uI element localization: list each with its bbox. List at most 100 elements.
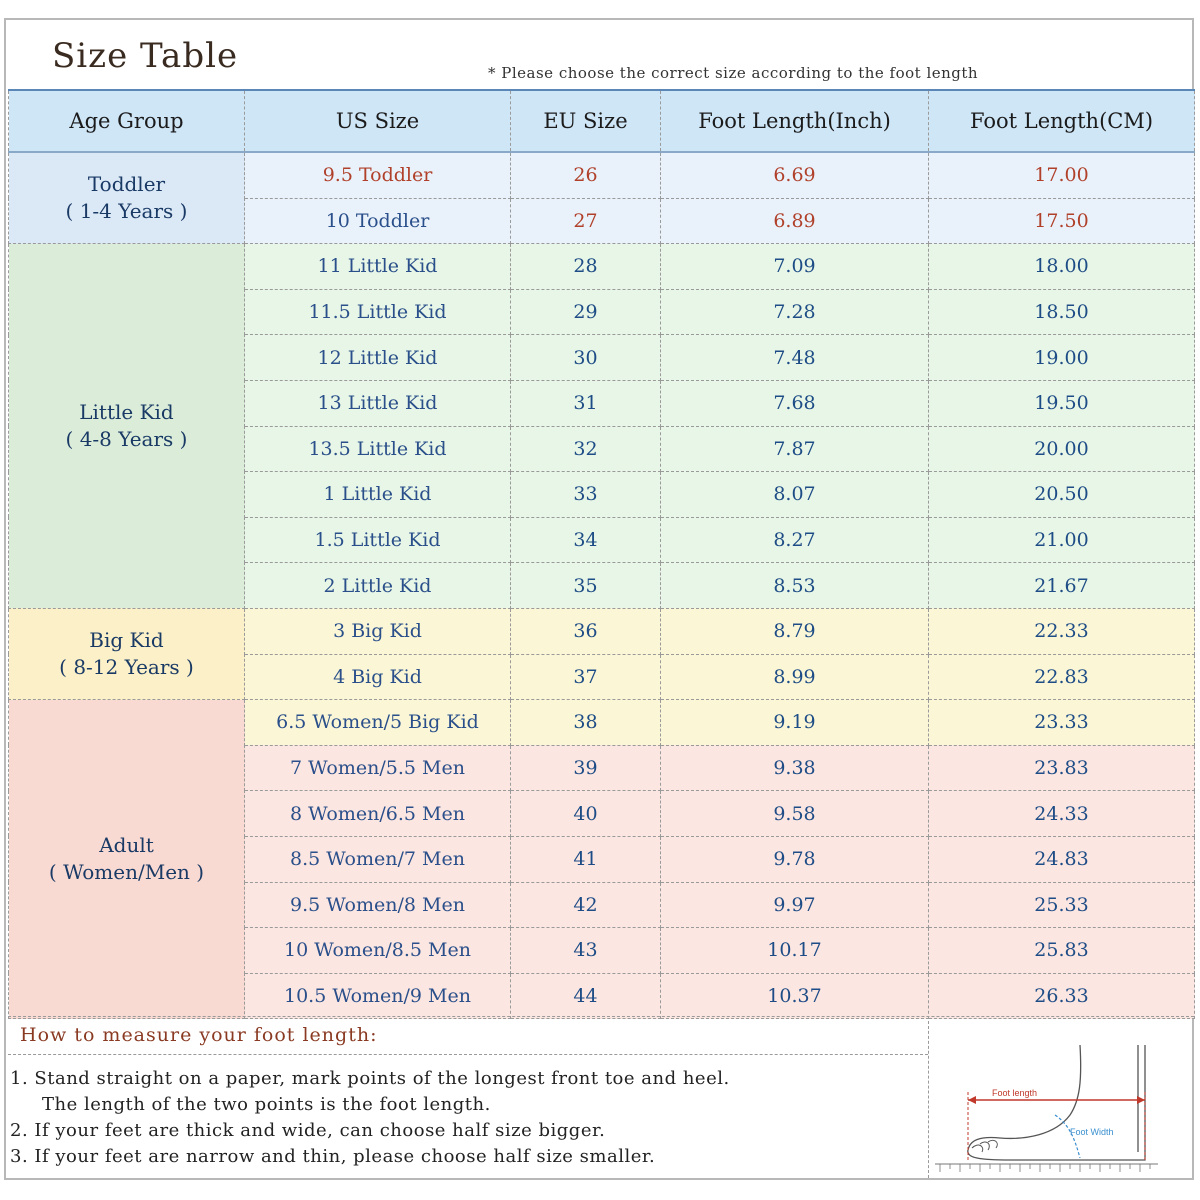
us-size-cell: 10.5 Women/9 Men [244,972,511,1020]
foot-cm-cell: 19.50 [928,379,1195,427]
header-us-size: US Size [244,89,511,153]
foot-cm-cell: 23.33 [928,699,1195,746]
eu-size-cell: 41 [510,835,661,883]
foot-inch-cell: 9.58 [660,790,929,837]
howto-title: How to measure your foot length: [20,1024,378,1046]
us-size-cell: 11.5 Little Kid [244,288,511,336]
table-row: Toddler ( 1-4 Years ) 9.5 Toddler 26 6.6… [8,151,1195,245]
foot-cm-cell: 22.33 [928,607,1195,655]
header-row: Age Group US Size EU Size Foot Length(In… [8,89,1195,153]
table-row: 2 Little Kid 35 8.53 21.67 [9,562,1195,609]
howto-divider-top [8,1016,1194,1017]
eu-size-cell: 27 [510,197,661,245]
eu-size-cell: 26 [510,151,661,199]
age-group-toddler: Toddler ( 1-4 Years ) [8,151,245,245]
us-size-cell: 13.5 Little Kid [244,425,511,473]
table-row: 13.5 Little Kid 32 7.87 20.00 [9,425,1195,473]
age-group-label: Adult [99,833,154,858]
foot-inch-cell: 7.68 [660,379,929,427]
foot-inch-cell: 9.19 [660,699,929,746]
table-row: 12 Little Kid 30 7.48 19.00 [9,334,1195,381]
age-group-big-kid: Big Kid ( 8-12 Years ) [8,607,245,701]
eu-size-cell: 43 [510,927,661,974]
table-row: 13 Little Kid 31 7.68 19.50 [9,379,1195,427]
age-group-label: Big Kid [89,628,164,653]
eu-size-cell: 34 [510,516,661,564]
howto-step: 2. If your feet are thick and wide, can … [10,1120,606,1141]
foot-cm-cell: 23.83 [928,744,1195,792]
eu-size-cell: 39 [510,744,661,792]
ruler-ticks [939,1164,1151,1172]
foot-inch-cell: 10.17 [660,927,929,974]
foot-cm-cell: 18.00 [928,243,1195,290]
table-row: 1.5 Little Kid 34 8.27 21.00 [9,516,1195,564]
table-row: Big Kid ( 8-12 Years ) 3 Big Kid 36 8.79… [8,607,1195,701]
howto-steps: 1. Stand straight on a paper, mark point… [10,1066,925,1170]
eu-size-cell: 37 [510,653,661,701]
us-size-cell: 2 Little Kid [244,562,511,609]
foot-cm-cell: 25.33 [928,881,1195,929]
foot-cm-cell: 20.00 [928,425,1195,473]
us-size-cell: 3 Big Kid [244,607,511,655]
foot-cm-cell: 22.83 [928,653,1195,701]
eu-size-cell: 38 [510,699,661,746]
us-size-cell: 1.5 Little Kid [244,516,511,564]
table-row: 8 Women/6.5 Men 40 9.58 24.33 [9,790,1195,837]
foot-inch-cell: 6.69 [660,151,929,199]
table-row: 10 Toddler 27 6.89 17.50 [9,197,1195,245]
foot-cm-cell: 19.00 [928,334,1195,381]
us-size-cell: 7 Women/5.5 Men [244,744,511,792]
foot-inch-cell: 9.38 [660,744,929,792]
us-size-cell: 6.5 Women/5 Big Kid [244,699,511,746]
eu-size-cell: 36 [510,607,661,655]
us-size-cell: 11 Little Kid [244,243,511,290]
eu-size-cell: 31 [510,379,661,427]
foot-inch-cell: 8.53 [660,562,929,609]
table-row: 1 Little Kid 33 8.07 20.50 [9,471,1195,518]
us-size-cell: 8.5 Women/7 Men [244,835,511,883]
howto-step: 3. If your feet are narrow and thin, ple… [10,1146,656,1167]
howto-step: The length of the two points is the foot… [42,1094,491,1115]
eu-size-cell: 28 [510,243,661,290]
header-age-group: Age Group [8,89,245,153]
foot-cm-cell: 25.83 [928,927,1195,974]
foot-cm-cell: 24.83 [928,835,1195,883]
us-size-cell: 12 Little Kid [244,334,511,381]
foot-inch-cell: 6.89 [660,197,929,245]
us-size-cell: 9.5 Women/8 Men [244,881,511,929]
foot-inch-cell: 8.99 [660,653,929,701]
foot-cm-cell: 17.00 [928,151,1195,199]
table-row: 10 Women/8.5 Men 43 10.17 25.83 [9,927,1195,974]
age-group-range: ( 4-8 Years ) [65,427,188,452]
foot-length-label: Foot length [992,1088,1037,1098]
howto-step: 1. Stand straight on a paper, mark point… [10,1068,730,1089]
foot-cm-cell: 24.33 [928,790,1195,837]
age-group-range: ( Women/Men ) [48,860,205,885]
table-row: Little Kid ( 4-8 Years ) 11 Little Kid 2… [8,243,1195,609]
foot-cm-cell: 20.50 [928,471,1195,518]
eu-size-cell: 30 [510,334,661,381]
table-row: 10.5 Women/9 Men 44 10.37 26.33 [9,972,1195,1020]
age-group-little-kid: Little Kid ( 4-8 Years ) [8,243,245,609]
size-note: * Please choose the correct size accordi… [488,64,979,82]
table-row: 9.5 Women/8 Men 42 9.97 25.33 [9,881,1195,929]
us-size-cell: 1 Little Kid [244,471,511,518]
eu-size-cell: 42 [510,881,661,929]
foot-inch-cell: 9.97 [660,881,929,929]
header-foot-length-inch: Foot Length(Inch) [660,89,929,153]
age-group-label: Toddler [87,172,166,197]
age-group-adult: Adult ( Women/Men ) [8,699,245,1020]
foot-measure-illustration: Foot length Foot Width [935,1044,1158,1172]
size-table: Age Group US Size EU Size Foot Length(In… [8,89,1195,1020]
foot-outline-icon [967,1044,1146,1161]
us-size-cell: 9.5 Toddler [244,151,511,199]
table-row: 8.5 Women/7 Men 41 9.78 24.83 [9,835,1195,883]
eu-size-cell: 35 [510,562,661,609]
age-group-label: Little Kid [79,400,174,425]
eu-size-cell: 40 [510,790,661,837]
foot-inch-cell: 7.87 [660,425,929,473]
foot-inch-cell: 8.79 [660,607,929,655]
eu-size-cell: 44 [510,972,661,1020]
table-row: 11.5 Little Kid 29 7.28 18.50 [9,288,1195,336]
us-size-cell: 8 Women/6.5 Men [244,790,511,837]
